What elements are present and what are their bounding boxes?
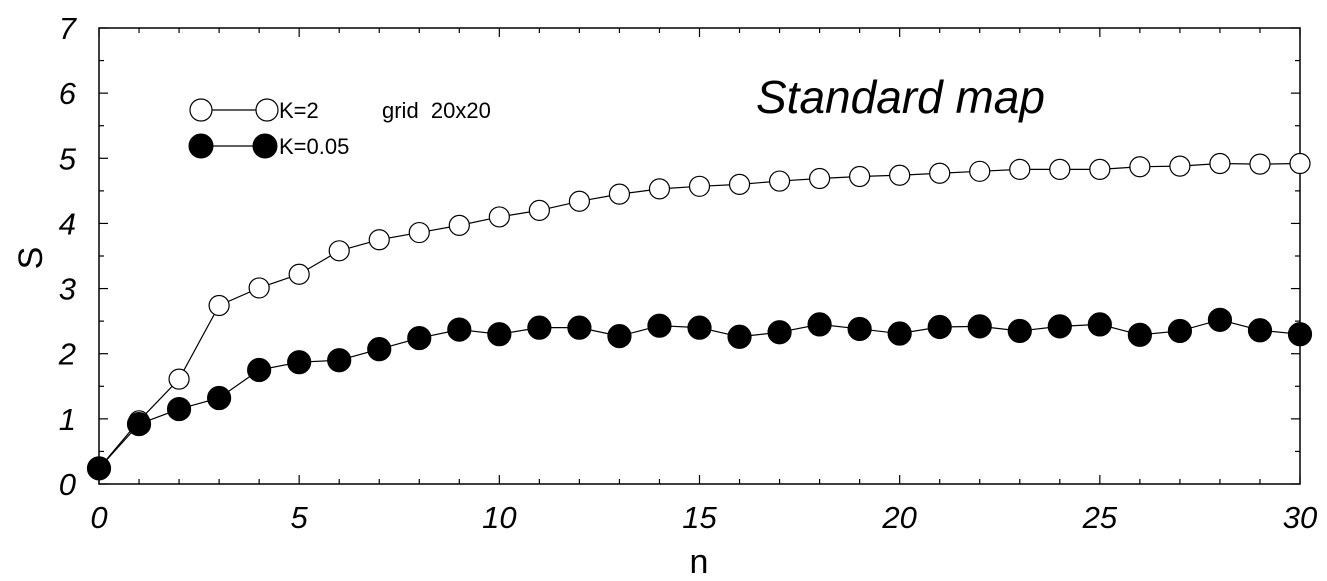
y-tick-label: 2 — [58, 337, 76, 372]
data-point — [727, 324, 752, 349]
data-point — [208, 294, 230, 317]
data-point — [126, 411, 152, 437]
legend-marker-k2-right — [255, 98, 279, 122]
x-tick-label: 5 — [291, 500, 309, 535]
data-point — [967, 314, 992, 339]
data-point — [367, 337, 392, 362]
data-point — [488, 206, 510, 228]
tick-labels: 0 5 10 15 20 25 30 0 1 2 3 4 5 6 7 — [58, 11, 1317, 535]
grid-annotation: grid 20x20 — [382, 98, 491, 123]
y-tick-label: 7 — [59, 11, 78, 46]
data-point — [648, 178, 671, 200]
x-axis-label: n — [690, 543, 709, 581]
data-point — [1287, 322, 1313, 347]
data-point — [166, 396, 192, 422]
legend-label-k005: K=0.05 — [279, 134, 349, 159]
data-point — [1007, 318, 1032, 344]
x-tick-label: 30 — [1283, 500, 1317, 535]
data-point — [887, 321, 912, 346]
data-point — [86, 456, 112, 481]
data-point — [1247, 318, 1273, 343]
data-point — [247, 357, 272, 383]
data-point — [1169, 155, 1191, 177]
data-point — [407, 325, 432, 351]
y-axis-label: S — [12, 247, 50, 270]
series-k005 — [86, 307, 1313, 481]
data-point — [1127, 322, 1152, 347]
legend-marker-k005-left — [188, 133, 214, 159]
data-point — [567, 315, 592, 340]
data-point — [288, 263, 310, 285]
data-point — [448, 214, 470, 236]
legend-marker-k2-left — [189, 98, 213, 122]
data-point — [847, 316, 872, 342]
data-point — [408, 221, 430, 244]
data-point — [969, 160, 991, 182]
series-layer — [86, 152, 1313, 481]
series-k2 — [88, 152, 1311, 479]
data-point — [527, 315, 552, 340]
data-point — [647, 313, 672, 338]
data-point — [1167, 318, 1193, 344]
y-tick-label: 5 — [59, 141, 77, 176]
data-point — [808, 167, 831, 190]
data-point — [447, 317, 472, 342]
legend-marker-k005-right — [252, 133, 278, 159]
data-point — [1049, 158, 1071, 180]
y-tick-label: 3 — [59, 272, 76, 307]
data-point — [248, 277, 270, 299]
data-point — [1207, 307, 1233, 332]
series-line — [98, 319, 1301, 469]
data-point — [1129, 156, 1151, 178]
data-point — [327, 348, 352, 373]
data-point — [487, 322, 512, 347]
data-point — [1249, 153, 1271, 175]
data-point — [368, 229, 390, 251]
x-tick-label: 15 — [682, 500, 717, 535]
data-point — [768, 170, 791, 192]
data-point — [1289, 152, 1311, 175]
data-point — [528, 199, 550, 221]
data-point — [1009, 158, 1031, 180]
legend-entry-k2: K=2 — [189, 98, 319, 123]
legend-entry-k005: K=0.05 — [188, 133, 349, 159]
data-point — [608, 183, 631, 205]
chart-title: Standard map — [756, 71, 1045, 123]
data-point — [767, 320, 792, 345]
data-point — [168, 368, 190, 390]
legend-label-k2: K=2 — [279, 98, 319, 123]
data-point — [568, 190, 591, 212]
x-tick-label: 25 — [1082, 500, 1118, 535]
data-point — [687, 315, 712, 340]
data-point — [849, 165, 871, 188]
data-point — [889, 164, 911, 186]
data-point — [929, 162, 951, 184]
data-point — [1087, 312, 1112, 337]
axis-ticks — [98, 27, 1301, 485]
x-tick-label: 10 — [482, 500, 516, 535]
legend: K=2 grid 20x20 K=0.05 — [188, 98, 491, 159]
y-tick-label: 6 — [59, 76, 77, 111]
data-point — [927, 314, 952, 340]
plot-frame — [98, 27, 1301, 485]
y-tick-label: 1 — [59, 402, 76, 437]
x-tick-label: 0 — [90, 500, 107, 535]
data-point — [207, 385, 232, 411]
data-point — [607, 324, 632, 349]
x-tick-label: 20 — [881, 500, 916, 535]
y-tick-label: 0 — [59, 467, 76, 502]
data-point — [287, 350, 312, 375]
data-point — [688, 175, 711, 197]
data-point — [1209, 152, 1231, 175]
y-tick-label: 4 — [59, 206, 76, 241]
data-point — [328, 240, 350, 262]
data-point — [807, 312, 832, 337]
data-point — [1047, 314, 1072, 339]
data-point — [1089, 158, 1111, 180]
data-point — [728, 173, 751, 195]
